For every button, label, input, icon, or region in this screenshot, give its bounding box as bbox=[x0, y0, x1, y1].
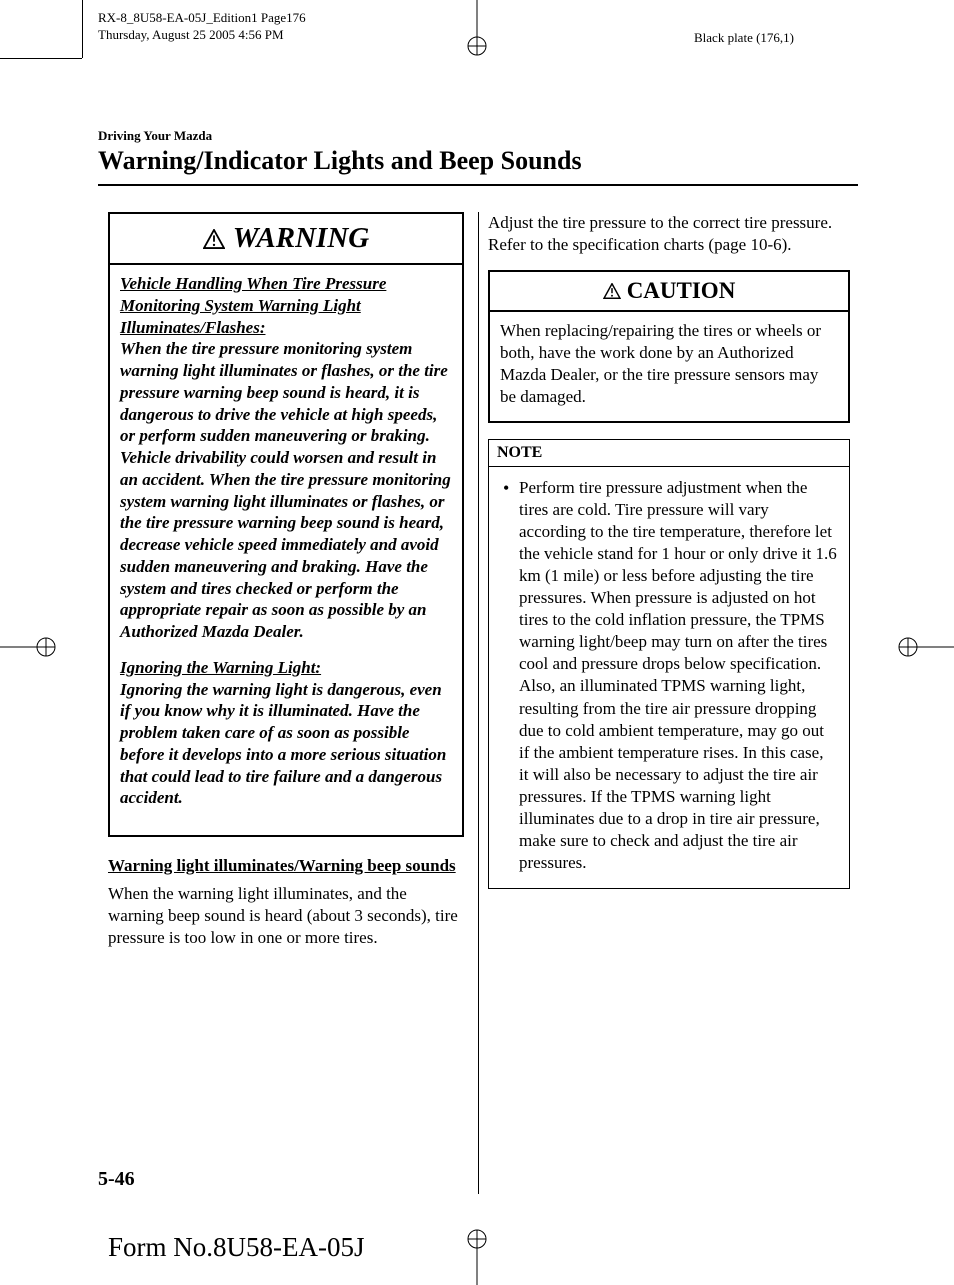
left-subheading: Warning light illuminates/Warning beep s… bbox=[108, 855, 464, 877]
crop-mark-vertical bbox=[82, 0, 83, 58]
note-item-p2: Also, an illuminated TPMS warning light,… bbox=[519, 676, 824, 872]
registration-mark-left-icon bbox=[0, 637, 56, 657]
warning-heading: WARNING bbox=[110, 214, 462, 265]
warning-subhead-1: Vehicle Handling When Tire Pressure Moni… bbox=[120, 274, 386, 337]
crop-mark-horizontal bbox=[0, 58, 82, 59]
left-column: WARNING Vehicle Handling When Tire Press… bbox=[108, 212, 464, 963]
warning-text-2: Ignoring the warning light is dangerous,… bbox=[120, 680, 446, 808]
section-title: Warning/Indicator Lights and Beep Sounds bbox=[98, 146, 858, 176]
registration-mark-right-icon bbox=[898, 637, 954, 657]
warning-triangle-icon bbox=[203, 229, 225, 249]
caution-box: CAUTION When replacing/repairing the tir… bbox=[488, 270, 850, 422]
right-top-text: Adjust the tire pressure to the correct … bbox=[488, 212, 850, 256]
column-divider bbox=[478, 212, 479, 1194]
warning-box: WARNING Vehicle Handling When Tire Press… bbox=[108, 212, 464, 837]
note-list-item: Perform tire pressure adjustment when th… bbox=[501, 477, 837, 875]
doc-timestamp: Thursday, August 25 2005 4:56 PM bbox=[98, 27, 306, 44]
section-pretitle: Driving Your Mazda bbox=[98, 128, 858, 144]
note-box: NOTE Perform tire pressure adjustment wh… bbox=[488, 439, 850, 890]
left-body-text: When the warning light illuminates, and … bbox=[108, 883, 464, 949]
registration-mark-top-icon bbox=[467, 0, 487, 56]
document-metadata: RX-8_8U58-EA-05J_Edition1 Page176 Thursd… bbox=[98, 10, 306, 44]
note-item-p1: Perform tire pressure adjustment when th… bbox=[519, 478, 837, 674]
warning-heading-text: WARNING bbox=[233, 222, 369, 255]
warning-text-1: When the tire pressure monitoring system… bbox=[120, 339, 451, 641]
section-header: Driving Your Mazda Warning/Indicator Lig… bbox=[98, 128, 858, 186]
registration-mark-bottom-icon bbox=[467, 1229, 487, 1285]
doc-id: RX-8_8U58-EA-05J_Edition1 Page176 bbox=[98, 10, 306, 27]
warning-body: Vehicle Handling When Tire Pressure Moni… bbox=[110, 265, 462, 835]
page-number: 5-46 bbox=[98, 1168, 135, 1191]
caution-heading: CAUTION bbox=[490, 272, 848, 312]
caution-triangle-icon bbox=[603, 283, 621, 299]
note-heading: NOTE bbox=[489, 440, 849, 467]
right-column: Adjust the tire pressure to the correct … bbox=[488, 212, 850, 889]
section-rule bbox=[98, 184, 858, 186]
caution-body: When replacing/repairing the tires or wh… bbox=[490, 312, 848, 420]
form-number: Form No.8U58-EA-05J bbox=[108, 1232, 365, 1263]
warning-subhead-2: Ignoring the Warning Light: bbox=[120, 658, 321, 677]
caution-heading-text: CAUTION bbox=[627, 278, 736, 304]
black-plate-label: Black plate (176,1) bbox=[694, 30, 794, 46]
note-body: Perform tire pressure adjustment when th… bbox=[489, 467, 849, 889]
